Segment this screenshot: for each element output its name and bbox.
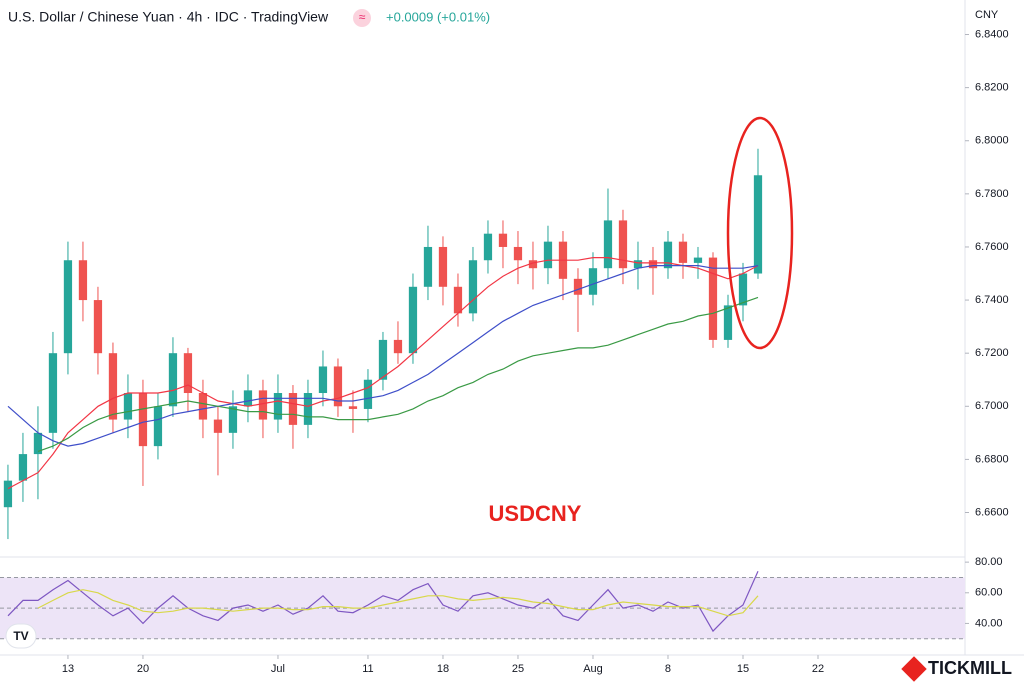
y-tick-label: 6.7000 [975, 400, 1009, 412]
candle-body [648, 260, 658, 269]
candle-body [483, 233, 493, 261]
candle-body [213, 419, 223, 433]
candle-body [3, 480, 13, 508]
candle-body [633, 260, 643, 269]
candle-body [153, 406, 163, 447]
y-tick-label: 6.6800 [975, 453, 1009, 465]
y-tick-label: 6.6600 [975, 506, 1009, 518]
candle-body [618, 220, 628, 269]
y-tick-label: 6.7200 [975, 347, 1009, 359]
candle-body [138, 393, 148, 447]
candle-body [378, 339, 388, 380]
x-tick-label: 20 [137, 663, 149, 675]
candle-body [78, 260, 88, 301]
candle-body [738, 273, 748, 306]
y-tick-label: 40.00 [975, 617, 1003, 629]
candle-body [318, 366, 328, 394]
y-tick-label: 6.7600 [975, 241, 1009, 253]
currency-label[interactable]: CNY [975, 9, 999, 21]
candle-body [348, 406, 358, 409]
candle-body [423, 246, 433, 287]
indicator-icon-glyph: ≈ [359, 10, 366, 24]
symbol-annotation: USDCNY [489, 501, 582, 526]
candle-body [108, 353, 118, 420]
candle-body [243, 390, 253, 407]
x-tick-label: 11 [362, 663, 373, 675]
candle-body [678, 241, 688, 263]
candle-body [438, 246, 448, 287]
y-tick-label: 60.00 [975, 587, 1003, 599]
x-tick-label: 8 [665, 663, 671, 675]
candle-body [663, 241, 673, 269]
highlight-ellipse [726, 116, 794, 350]
candle-body [333, 366, 343, 407]
y-tick-label: 6.7400 [975, 294, 1009, 306]
y-tick-label: 6.8200 [975, 82, 1009, 94]
series-line [37, 589, 759, 617]
y-tick-label: 6.8400 [975, 28, 1009, 40]
candle-body [123, 393, 133, 420]
candle-body [183, 353, 193, 394]
x-tick-label: 25 [512, 663, 524, 675]
series-line [7, 571, 759, 633]
candle-body [393, 339, 403, 354]
x-tick-label: Aug [583, 663, 603, 675]
candle-body [543, 241, 553, 269]
rsi-band [0, 577, 965, 639]
candle-body [258, 390, 268, 420]
tradingview-logo: TV [5, 623, 37, 649]
candle-body [303, 393, 313, 425]
candle-body [273, 393, 283, 420]
candle-body [288, 393, 298, 425]
series-line [7, 265, 759, 447]
candle-body [603, 220, 613, 269]
candle-body [168, 353, 178, 407]
candle-body [93, 300, 103, 354]
candle-body [468, 260, 478, 314]
candle-body [708, 257, 718, 340]
candle-body [573, 278, 583, 295]
y-tick-label: 80.00 [975, 556, 1003, 568]
x-tick-label: 15 [737, 663, 749, 675]
candle-body [48, 353, 58, 433]
tickmill-logo: TICKMILL [901, 656, 1012, 682]
candle-body [513, 246, 523, 261]
candle-body [18, 454, 28, 481]
indicator-icon[interactable] [353, 9, 371, 27]
price-change: +0.0009 (+0.01%) [386, 9, 490, 24]
x-tick-label: 13 [62, 663, 74, 675]
svg-text:TV: TV [13, 629, 28, 643]
chart-title: U.S. Dollar / Chinese Yuan · 4h · IDC · … [8, 9, 329, 25]
y-tick-label: 6.8000 [975, 135, 1009, 147]
candle-body [453, 286, 463, 314]
candle-body [63, 260, 73, 354]
x-tick-label: Jul [271, 663, 285, 675]
candle-body [498, 233, 508, 247]
candle-body [363, 379, 373, 409]
y-tick-label: 6.7800 [975, 188, 1009, 200]
x-tick-label: 18 [437, 663, 449, 675]
candle-body [33, 432, 43, 455]
candle-body [693, 257, 703, 263]
candle-body [228, 406, 238, 433]
candle-body [723, 305, 733, 340]
x-tick-label: 22 [812, 663, 824, 675]
candle-body [198, 393, 208, 420]
candle-body [408, 286, 418, 354]
series-line [37, 296, 759, 452]
logo-text: TICKMILL [928, 658, 1012, 678]
series-line [7, 257, 759, 490]
candle-body [588, 268, 598, 295]
candle-body [753, 175, 763, 274]
candle-body [528, 260, 538, 269]
